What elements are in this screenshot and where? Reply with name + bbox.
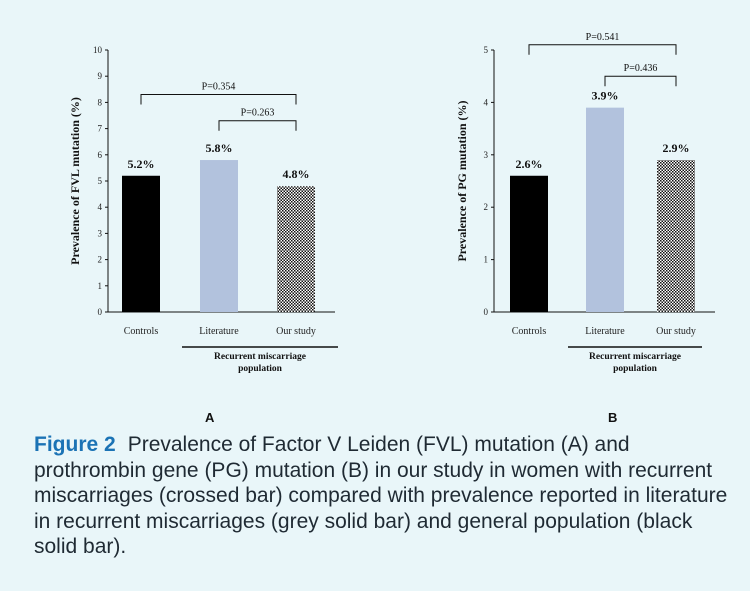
y-tick-label: 8	[98, 97, 103, 107]
bar-controls	[510, 175, 548, 312]
y-tick-label: 0	[98, 307, 103, 317]
bar-literature	[586, 107, 624, 312]
group-label-line-2: population	[238, 364, 283, 374]
x-tick-label: Our study	[656, 326, 696, 337]
x-tick-label: Controls	[124, 326, 159, 337]
panel-label-b: B	[608, 410, 618, 425]
p-value-label: P=0.436	[624, 63, 658, 74]
x-tick-label: Controls	[512, 326, 547, 337]
data-label: 3.9%	[592, 89, 619, 103]
y-tick-label: 4	[98, 202, 103, 212]
chart-a: Prevalence of FVL mutation (%) 0 1 2 3 4 5 6 7 8…	[68, 45, 338, 374]
y-tick-label: 1	[484, 255, 489, 265]
data-label: 2.6%	[516, 157, 543, 171]
panel-label-a: A	[205, 410, 215, 425]
comparison-bracket	[218, 120, 297, 131]
y-tick-label: 5	[98, 176, 103, 186]
comparison-bracket	[528, 44, 677, 55]
y-axis-label: Prevalence of PG mutation (%)	[455, 100, 469, 261]
y-tick-label: 7	[98, 124, 103, 134]
bar-literature	[200, 160, 238, 312]
group-label-line-2: population	[613, 364, 658, 374]
caption-label: Figure 2	[34, 433, 116, 456]
y-tick-label: 3	[484, 150, 489, 160]
data-label: 4.8%	[283, 167, 310, 181]
p-value-label: P=0.263	[241, 108, 275, 119]
bar-our-study	[657, 160, 695, 312]
figure-caption: Figure 2 Prevalence of Factor V Leiden (F…	[34, 432, 739, 560]
x-tick-label: Literature	[585, 326, 625, 337]
data-label: 5.8%	[206, 141, 233, 155]
chart-b: Prevalence of PG mutation (%) 0 1 2 3 4 5 2.6%…	[455, 32, 715, 374]
y-tick-label: 5	[484, 45, 489, 55]
y-tick-label: 3	[98, 228, 103, 238]
y-tick-label: 6	[98, 150, 103, 160]
caption-text: Prevalence of Factor V Leiden (FVL) muta…	[34, 433, 728, 558]
y-tick-label: 10	[93, 45, 103, 55]
p-value-label: P=0.354	[202, 82, 236, 93]
y-tick-label: 4	[484, 97, 489, 107]
y-tick-label: 2	[98, 255, 103, 265]
group-label-line-1: Recurrent miscarriage	[214, 352, 306, 362]
data-label: 5.2%	[128, 157, 155, 171]
bar-controls	[122, 175, 160, 312]
y-axis-label: Prevalence of FVL mutation (%)	[68, 97, 82, 265]
bar-our-study	[277, 186, 315, 312]
x-tick-label: Our study	[276, 326, 316, 337]
y-tick-label: 0	[484, 307, 489, 317]
comparison-bracket	[604, 75, 677, 87]
x-tick-label: Literature	[199, 326, 239, 337]
y-tick-label: 2	[484, 202, 489, 212]
comparison-bracket	[140, 94, 297, 105]
y-tick-label: 9	[98, 71, 103, 81]
p-value-label: P=0.541	[586, 32, 620, 43]
data-label: 2.9%	[663, 141, 690, 155]
group-label-line-1: Recurrent miscarriage	[589, 352, 681, 362]
y-tick-label: 1	[98, 281, 103, 291]
